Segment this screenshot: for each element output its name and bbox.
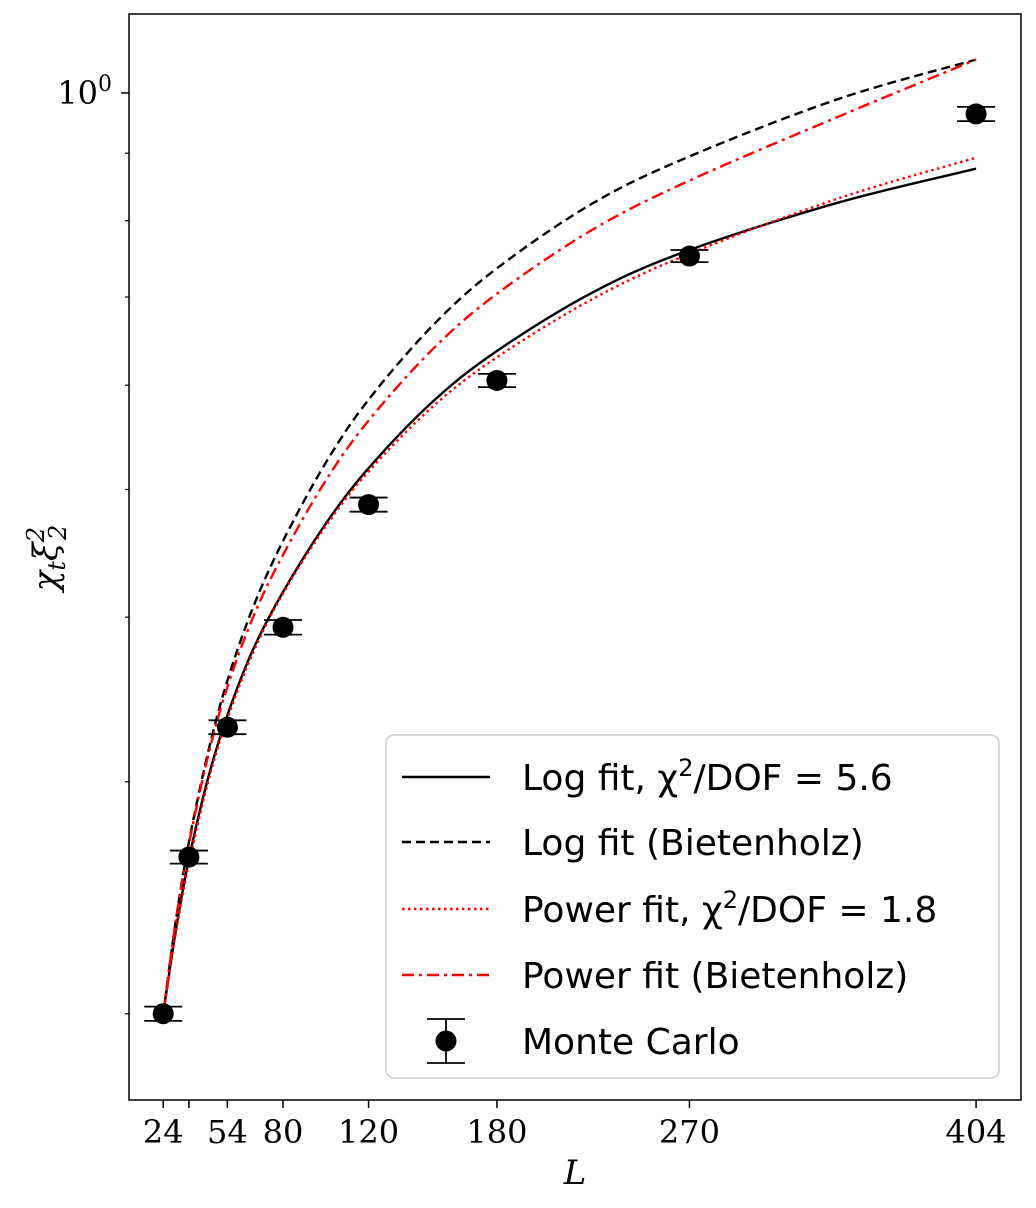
- series-line-log-fit-bietenholz: [162, 58, 977, 1014]
- legend-item: Monte Carlo: [427, 1018, 740, 1064]
- data-point: [208, 716, 247, 738]
- data-point: [349, 494, 388, 516]
- legend-swatch-marker: [435, 1030, 457, 1052]
- x-tick-label: 180: [466, 1113, 527, 1151]
- legend-label: Power fit, χ2/DOF = 1.8: [522, 886, 937, 931]
- marker-layer: [144, 103, 996, 1025]
- data-point: [169, 846, 208, 868]
- marker: [358, 494, 380, 516]
- legend-frame: [385, 734, 1000, 1079]
- plot-frame: [128, 13, 1022, 1101]
- y-axis-title: χtξ22: [22, 525, 72, 594]
- x-tick-label: 120: [338, 1113, 399, 1151]
- data-point: [957, 103, 996, 125]
- marker: [216, 716, 238, 738]
- y-tick-label-major: 100: [57, 72, 112, 112]
- data-point: [670, 245, 709, 267]
- legend-label: Power fit (Bietenholz): [522, 956, 908, 997]
- legend-label: Log fit, χ2/DOF = 5.6: [522, 754, 893, 799]
- data-point: [477, 369, 516, 391]
- data-point: [144, 1003, 183, 1025]
- x-axis-title: L: [563, 1153, 587, 1193]
- legend-item: Power fit, χ2/DOF = 1.8: [402, 886, 937, 931]
- marker: [178, 846, 200, 868]
- marker: [152, 1003, 174, 1025]
- marker: [272, 616, 294, 638]
- x-tick-label: 404: [946, 1113, 1007, 1151]
- x-axis-ticks: 24 54 80 120 180 270 404: [143, 1100, 1007, 1151]
- x-tick-label: 54: [207, 1113, 248, 1151]
- x-tick-label: 270: [659, 1113, 720, 1151]
- x-tick-label: 80: [263, 1113, 304, 1151]
- legend-item: Log fit (Bietenholz): [402, 823, 864, 864]
- y-axis-ticks: [121, 92, 129, 1015]
- marker: [678, 245, 700, 267]
- legend-item: Power fit (Bietenholz): [402, 956, 908, 997]
- marker: [965, 103, 987, 125]
- data-point: [264, 616, 303, 638]
- x-tick-label: 24: [143, 1113, 184, 1151]
- legend-item: Log fit, χ2/DOF = 5.6: [402, 754, 893, 799]
- marker: [486, 369, 508, 391]
- legend-label: Monte Carlo: [522, 1022, 740, 1063]
- legend-label: Log fit (Bietenholz): [522, 823, 864, 864]
- legend: Log fit, χ2/DOF = 5.6 Log fit (Bietenholz…: [385, 734, 1000, 1079]
